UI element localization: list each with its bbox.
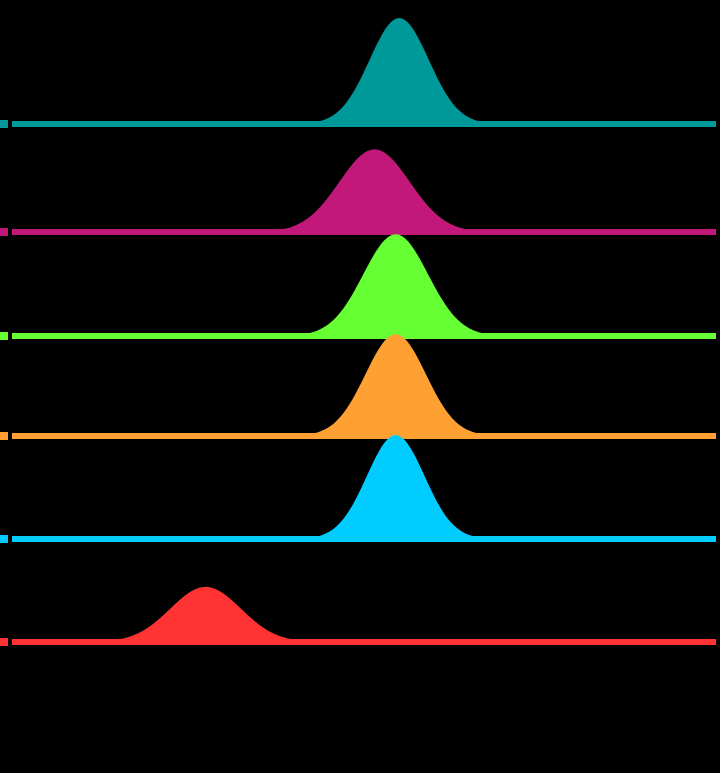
- ridge-marker-3: [0, 332, 8, 340]
- ridge-marker-1: [0, 120, 8, 128]
- ridge-marker-6: [0, 638, 8, 646]
- ridge-marker-5: [0, 535, 8, 543]
- ridge-marker-4: [0, 432, 8, 440]
- ridge-area-4: [12, 334, 716, 436]
- ridge-area-6: [12, 586, 716, 642]
- ridge-marker-2: [0, 228, 8, 236]
- ridge-area-1: [12, 18, 716, 124]
- ridges-group: [0, 18, 716, 646]
- ridge-area-5: [12, 435, 716, 539]
- ridge-area-3: [12, 234, 716, 336]
- ridge-area-2: [12, 149, 716, 232]
